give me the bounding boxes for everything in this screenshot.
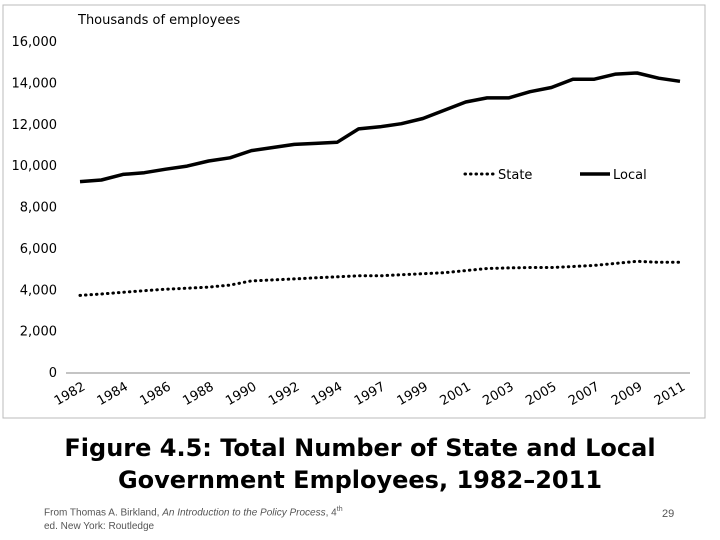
legend-label: Local <box>613 168 647 183</box>
x-tick-label: 2001 <box>438 379 474 409</box>
x-tick-label: 2011 <box>652 379 688 409</box>
x-tick-label: 1992 <box>266 379 302 409</box>
y-tick-label: 10,000 <box>12 159 58 174</box>
page-number: 29 <box>662 508 675 520</box>
y-tick-label: 12,000 <box>12 118 58 133</box>
y-tick-label: 2,000 <box>20 325 57 340</box>
y-tick-label: 14,000 <box>12 76 58 91</box>
x-tick-label: 1982 <box>52 379 88 409</box>
x-tick-label: 2009 <box>609 379 645 409</box>
series-line <box>79 71 681 184</box>
chart-border <box>2 4 706 419</box>
y-tick-label: 4,000 <box>20 283 57 298</box>
source-part: ed. New York: Routledge <box>44 521 155 533</box>
series-line <box>78 259 682 297</box>
source-part: An Introduction to the Policy Process <box>162 507 326 519</box>
y-tick-label: 0 <box>49 366 57 381</box>
x-tick-label: 1990 <box>223 379 259 409</box>
x-tick-label: 2005 <box>523 379 559 409</box>
x-tick-label: 1986 <box>138 379 174 409</box>
source: From Thomas A. Birkland, An Introduction… <box>44 503 344 534</box>
source-part: , 4 <box>325 507 337 519</box>
x-tick-label: 1984 <box>95 379 131 409</box>
source-part: From Thomas A. Birkland, <box>44 507 163 519</box>
x-tick-label: 1988 <box>180 379 216 409</box>
y-tick-label: 16,000 <box>12 35 58 50</box>
x-tick-label: 1997 <box>352 379 388 409</box>
y-tick-label: 6,000 <box>20 242 57 257</box>
caption: Figure 4.5: Total Number of State and Lo… <box>64 434 656 494</box>
source-part: th <box>336 506 343 513</box>
x-tick-label: 2007 <box>566 379 602 409</box>
x-tick-label: 1999 <box>395 379 431 409</box>
chart: Thousands of employees 0 2,000 4,000 6,000 8… <box>2 4 706 419</box>
y-axis-title: Thousands of employees <box>77 13 240 28</box>
y-tick-label: 8,000 <box>20 201 57 216</box>
x-tick-label: 2003 <box>480 379 516 409</box>
x-tick-label: 1994 <box>309 379 345 409</box>
legend-label: State <box>498 168 532 183</box>
